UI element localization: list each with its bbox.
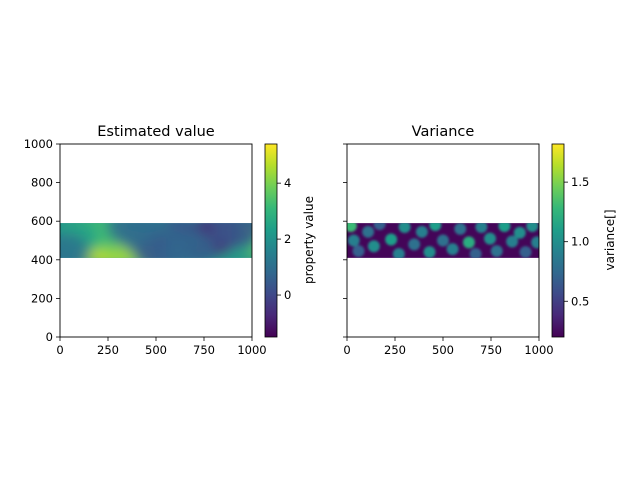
- x-tick-label: 0: [343, 343, 350, 357]
- x-tick-label: 750: [480, 343, 502, 357]
- colorbar-ticks: 0.5 1.0 1.5: [564, 175, 589, 308]
- x-tick-label: 500: [432, 343, 454, 357]
- chart-title: Variance: [412, 124, 475, 140]
- variance-spot: [498, 223, 511, 233]
- x-tick-label: 1000: [237, 343, 266, 357]
- y-tick-label: 400: [31, 253, 53, 267]
- y-tick-label: 600: [31, 214, 53, 228]
- value-blob: [60, 232, 90, 258]
- panel-estimated-value: Estimated value 0 250 500 750 1000 0 200 400 60…: [24, 124, 267, 357]
- variance-spot: [484, 232, 497, 245]
- variance-spot: [415, 225, 428, 238]
- variance-spot: [475, 223, 488, 233]
- value-blob: [164, 230, 217, 258]
- variance-spot: [490, 245, 503, 258]
- panel-variance: Variance 0 250 500 750 1000: [343, 124, 554, 357]
- colorbar-ticks: 0 2 4: [277, 176, 291, 302]
- y-tick-label: 0: [46, 330, 53, 344]
- x-tick-label: 250: [97, 343, 119, 357]
- heatmap-features: [347, 223, 539, 258]
- variance-spot: [462, 236, 475, 249]
- colorbar-label: variance[]: [603, 209, 617, 270]
- variance-spot: [513, 226, 526, 239]
- colorbar-gradient: [264, 143, 278, 338]
- variance-spot: [367, 240, 380, 253]
- variance-spot: [362, 225, 375, 238]
- colorbar-property-value: 0 2 4 property value: [264, 143, 316, 338]
- variance-spot: [506, 235, 519, 248]
- x-axis: 0 250 500 750 1000: [56, 337, 267, 357]
- variance-spot: [429, 223, 442, 232]
- y-tick-label: 800: [31, 176, 53, 190]
- variance-spot: [385, 233, 398, 246]
- colorbar-tick-label: 0: [284, 288, 291, 302]
- variance-spot: [347, 223, 357, 233]
- x-axis: 0 250 500 750 1000: [343, 337, 554, 357]
- x-tick-label: 1000: [524, 343, 553, 357]
- x-tick-label: 750: [193, 343, 215, 357]
- variance-spot: [526, 223, 539, 233]
- y-axis: 0 200 400 600 800 1000: [24, 137, 60, 344]
- colorbar-tick-label: 1.0: [571, 235, 589, 249]
- variance-spot: [398, 223, 411, 233]
- y-tick-label: 1000: [24, 137, 53, 151]
- variance-spot: [531, 236, 539, 249]
- variance-spot: [392, 248, 405, 258]
- value-blob: [210, 223, 252, 249]
- variance-spot: [519, 246, 532, 258]
- variance-spot: [423, 246, 436, 258]
- colorbar-variance: 0.5 1.0 1.5 variance[]: [551, 143, 617, 338]
- variance-spot: [446, 243, 459, 256]
- colorbar-tick-label: 0.5: [571, 294, 589, 308]
- value-blob: [106, 223, 159, 247]
- x-tick-label: 500: [145, 343, 167, 357]
- x-tick-label: 250: [384, 343, 406, 357]
- variance-spot: [469, 248, 482, 258]
- variance-spot: [373, 223, 386, 231]
- variance-spot: [347, 234, 360, 247]
- chart-title: Estimated value: [97, 124, 215, 140]
- variance-spot: [352, 245, 365, 258]
- heatmap-features: [60, 223, 252, 258]
- y-tick-label: 200: [31, 291, 53, 305]
- colorbar-gradient: [551, 143, 565, 338]
- colorbar-tick-label: 1.5: [571, 175, 589, 189]
- variance-spot: [437, 234, 449, 247]
- colorbar-tick-label: 4: [284, 176, 291, 190]
- variance-spot: [408, 238, 421, 251]
- colorbar-tick-label: 2: [284, 232, 291, 246]
- colorbar-label: property value: [302, 196, 316, 284]
- variance-spot: [454, 223, 467, 235]
- x-tick-label: 0: [56, 343, 63, 357]
- y-axis: [343, 143, 347, 338]
